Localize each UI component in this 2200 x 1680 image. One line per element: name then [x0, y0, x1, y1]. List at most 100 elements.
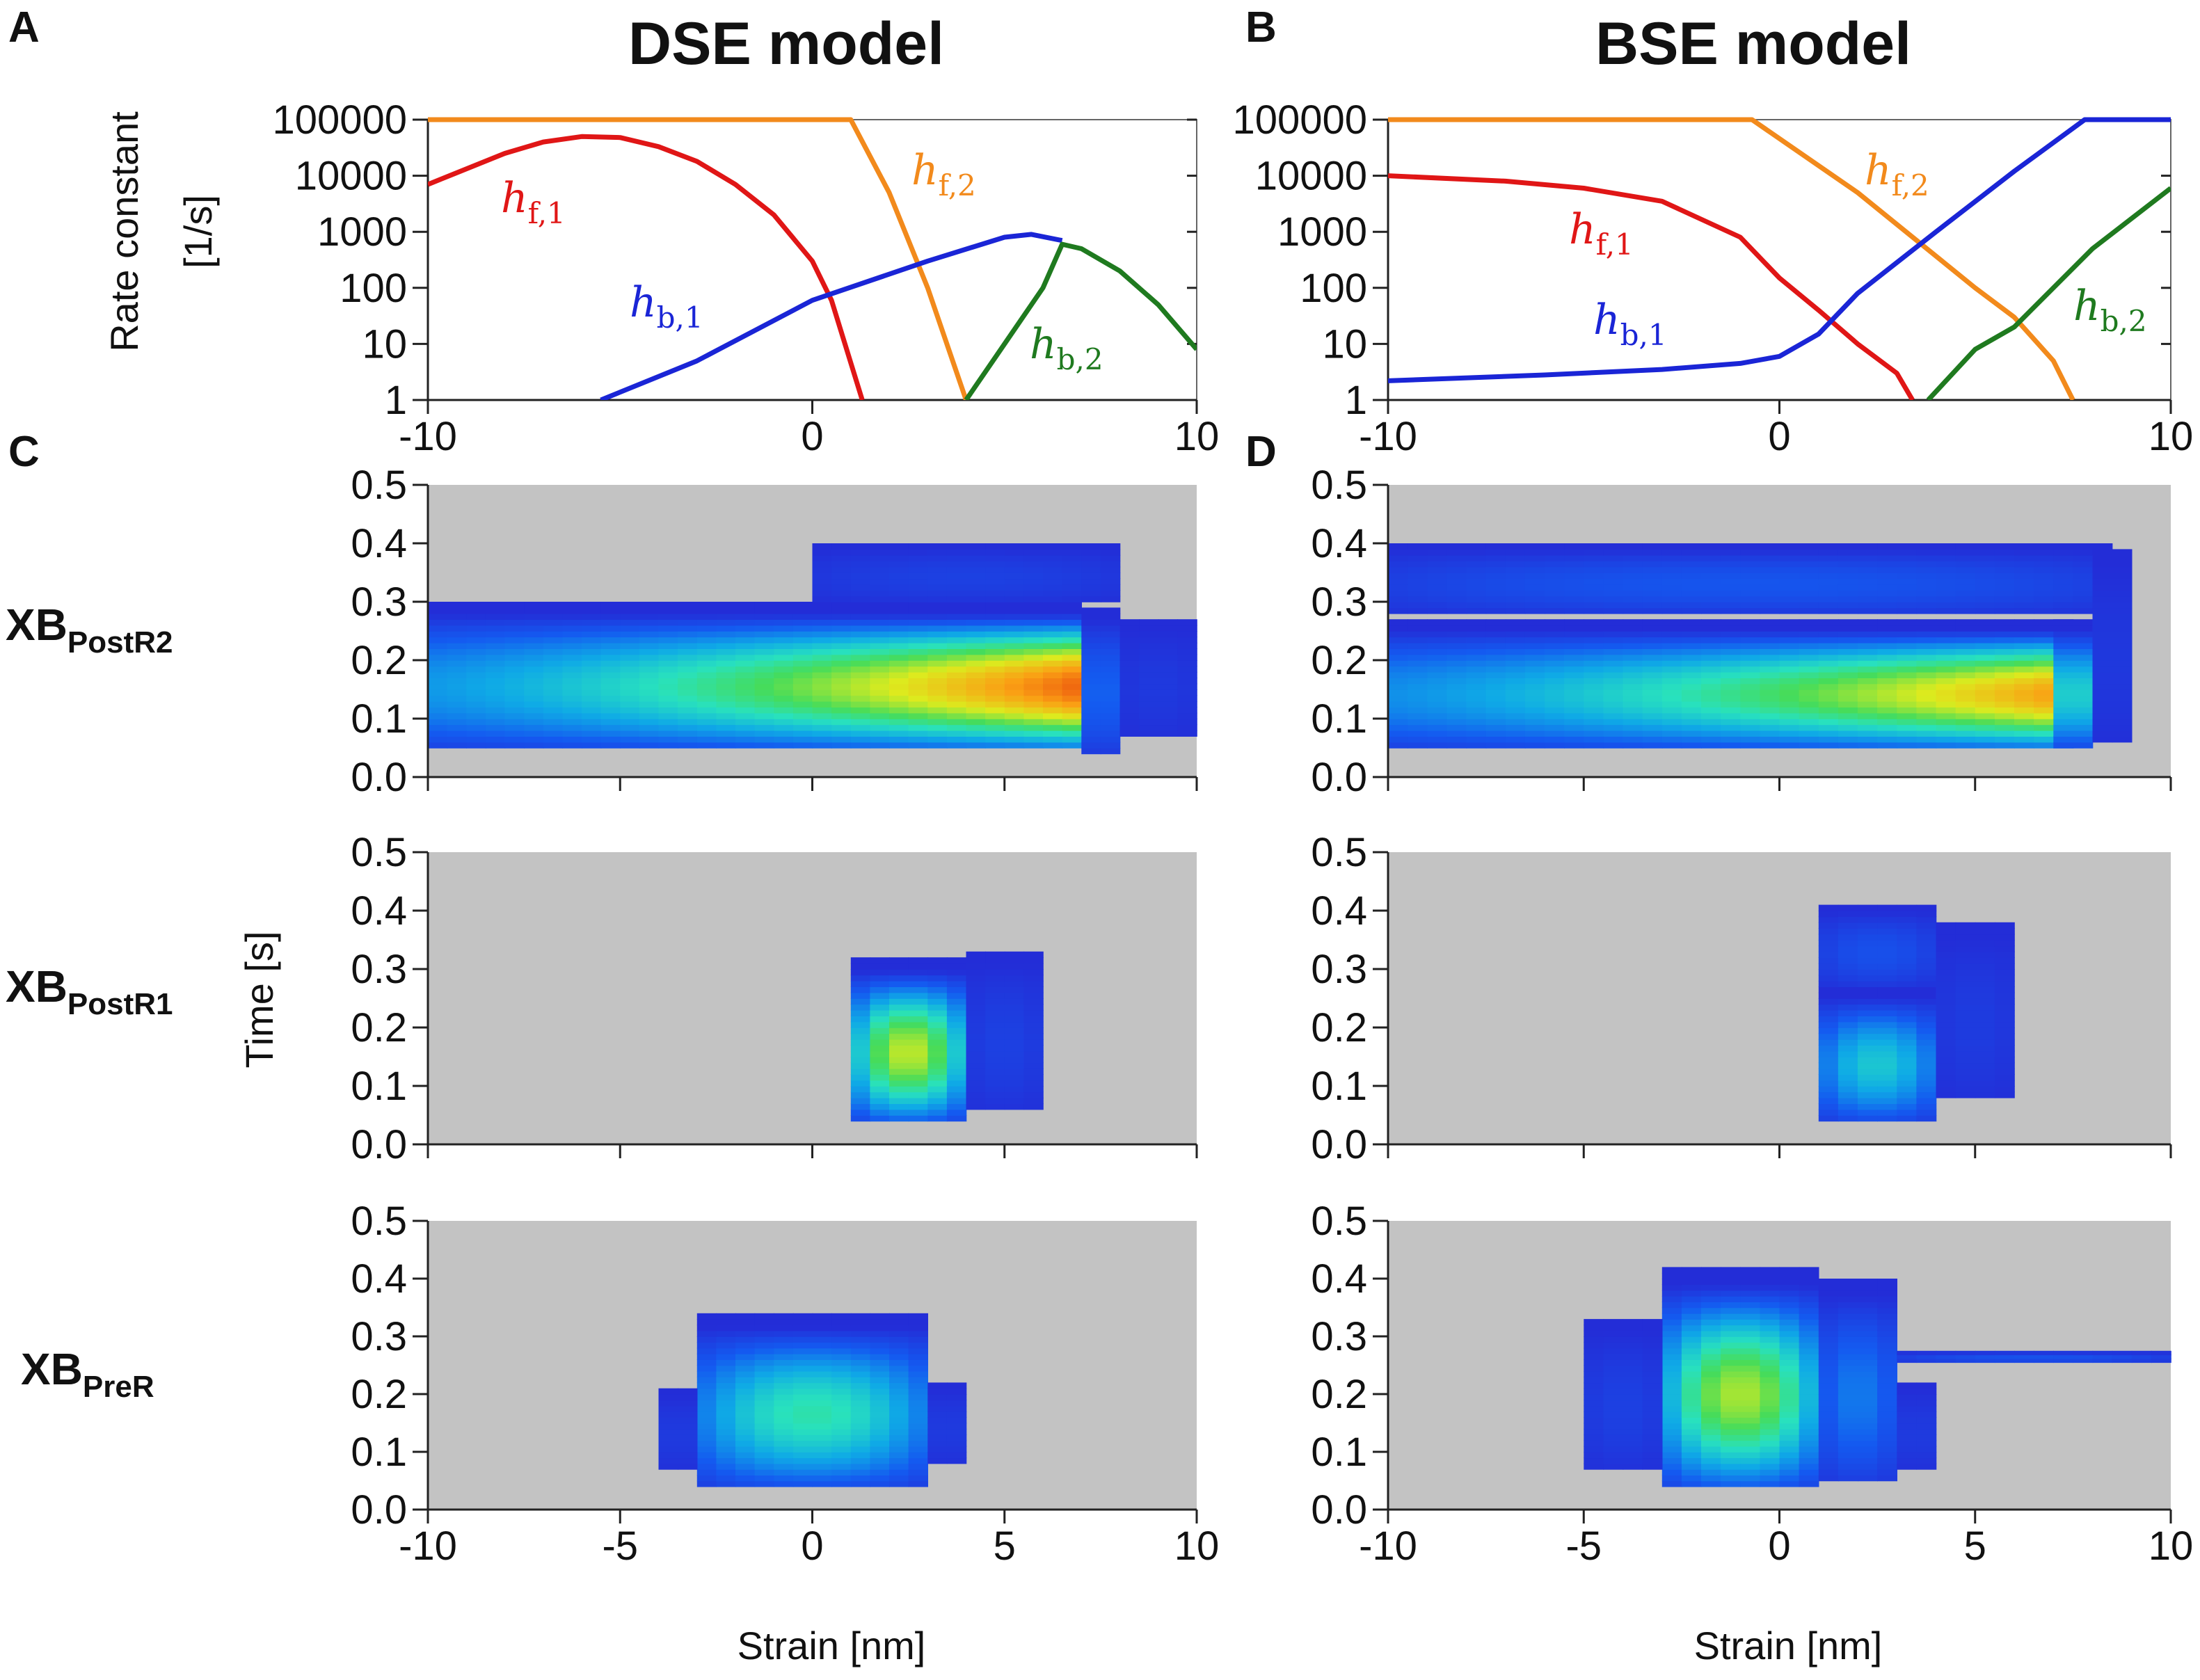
heatmap-cell: [1119, 648, 1140, 655]
heatmap-cell: [1975, 1358, 1995, 1363]
heatmap-cell: [1994, 543, 2015, 550]
heatmap-cell: [831, 1388, 852, 1395]
heatmap-cell: [946, 1115, 967, 1122]
heatmap-cell: [1955, 566, 1976, 573]
heatmap-cell: [1818, 1475, 1839, 1482]
heatmap-cell: [1740, 1388, 1761, 1395]
heatmap-cell: [1994, 625, 2015, 632]
heatmap-cell: [1446, 543, 1467, 550]
heatmap-cell: [678, 648, 698, 655]
heatmap-cell: [1642, 1394, 1663, 1401]
heatmap-cell: [1994, 945, 2015, 952]
heatmap-cell: [946, 1027, 967, 1034]
heatmap-cell: [1760, 1463, 1780, 1470]
heatmap-cell: [1897, 707, 1918, 714]
heatmap-cell: [870, 584, 890, 591]
heatmap-cell: [850, 1423, 871, 1430]
heatmap-cell: [1779, 602, 1800, 609]
heatmap-cell: [1023, 584, 1044, 591]
heatmap-cell: [831, 590, 852, 597]
heatmap-cell: [1897, 1103, 1918, 1110]
heatmap-cell: [1975, 678, 1995, 685]
heatmap-cell: [1721, 1452, 1741, 1459]
heatmap-cell: [1955, 631, 1976, 638]
heatmap-cell: [1858, 1284, 1878, 1291]
heatmap-cell: [812, 695, 832, 702]
heatmap-cell: [1701, 1423, 1721, 1430]
heatmap-cell: [889, 1423, 909, 1430]
heatmap-cell: [1661, 1313, 1682, 1320]
heatmap-cell: [1994, 1080, 2015, 1087]
heatmap-cell: [1158, 637, 1179, 643]
heatmap-cell: [754, 1405, 774, 1412]
heatmap-cell: [754, 642, 774, 649]
heatmap-cell: [1100, 719, 1121, 726]
heatmap-cell: [466, 724, 486, 731]
heatmap-cell: [1858, 934, 1878, 941]
x-tick-label: 10: [1174, 414, 1220, 459]
heatmap-cell: [1681, 637, 1702, 643]
heatmap-cell: [1818, 701, 1839, 707]
heatmap-cell: [1994, 1354, 2015, 1359]
heatmap-cell: [1936, 940, 1956, 947]
heatmap-cell: [792, 613, 813, 620]
heatmap-cell: [812, 613, 832, 620]
heatmap-cell: [1043, 730, 1063, 737]
heatmap-cell: [1545, 602, 1565, 609]
heatmap-cell: [1524, 671, 1545, 678]
x-tick-label: -10: [1359, 414, 1417, 459]
heatmap-cell: [600, 683, 621, 690]
heatmap-cell: [2092, 689, 2113, 696]
heatmap-cell: [428, 613, 448, 620]
heatmap-cell: [870, 613, 890, 620]
heatmap-cell: [1897, 730, 1918, 737]
heatmap-cell: [1760, 1284, 1780, 1291]
heatmap-cell: [1119, 730, 1140, 737]
heatmap-cell: [1877, 1045, 1897, 1052]
heatmap-cell: [1760, 1279, 1780, 1286]
heatmap-cell: [1740, 654, 1761, 661]
heatmap-cell: [1779, 642, 1800, 649]
heatmap-cell: [966, 1068, 986, 1075]
heatmap-cell: [1023, 1009, 1044, 1016]
heatmap-cell: [562, 742, 582, 749]
heatmap-cell: [1524, 602, 1545, 609]
heatmap-cell: [1877, 1074, 1897, 1081]
heatmap-cell: [1838, 1400, 1858, 1407]
heatmap-cell: [1877, 969, 1897, 976]
heatmap-cell: [1721, 648, 1741, 655]
heatmap-cell: [1936, 980, 1956, 987]
heatmap-cell: [678, 1434, 698, 1441]
heatmap-cell: [889, 1330, 909, 1337]
heatmap-cell: [1642, 742, 1663, 749]
heatmap-cell: [1779, 701, 1800, 707]
heatmap-cell: [1838, 1405, 1858, 1412]
heatmap-cell: [1408, 654, 1428, 661]
heatmap-cell: [1975, 1057, 1995, 1064]
heatmap-cell: [562, 642, 582, 649]
heatmap-cell: [1564, 561, 1584, 568]
heatmap-cell: [466, 637, 486, 643]
heatmap-cell: [1701, 625, 1721, 632]
heatmap-cell: [696, 1463, 717, 1470]
heatmap-cell: [600, 631, 621, 638]
heatmap-cell: [2014, 607, 2034, 614]
heatmap-cell: [562, 619, 582, 626]
plot-c-prer: 0.00.10.20.30.40.5-10 -5 0 5 10: [351, 1199, 1219, 1569]
heatmap-cell: [1642, 1452, 1663, 1459]
heatmap-cell: [1100, 637, 1121, 643]
heatmap-cell: [946, 1045, 967, 1052]
heatmap-cell: [812, 1423, 832, 1430]
heatmap-cell: [1721, 654, 1741, 661]
heatmap-cell: [524, 707, 544, 714]
heatmap-cell: [1916, 1097, 1937, 1104]
heatmap-cell: [1661, 642, 1682, 649]
heatmap-cell: [1545, 724, 1565, 731]
heatmap-cell: [1975, 631, 1995, 638]
heatmap-cell: [1119, 660, 1140, 667]
heatmap-cell: [2112, 613, 2133, 620]
heatmap-cell: [1818, 998, 1839, 1005]
heatmap-cell: [1721, 1307, 1741, 1314]
heatmap-cell: [2112, 707, 2133, 714]
heatmap-cell: [1936, 719, 1956, 726]
